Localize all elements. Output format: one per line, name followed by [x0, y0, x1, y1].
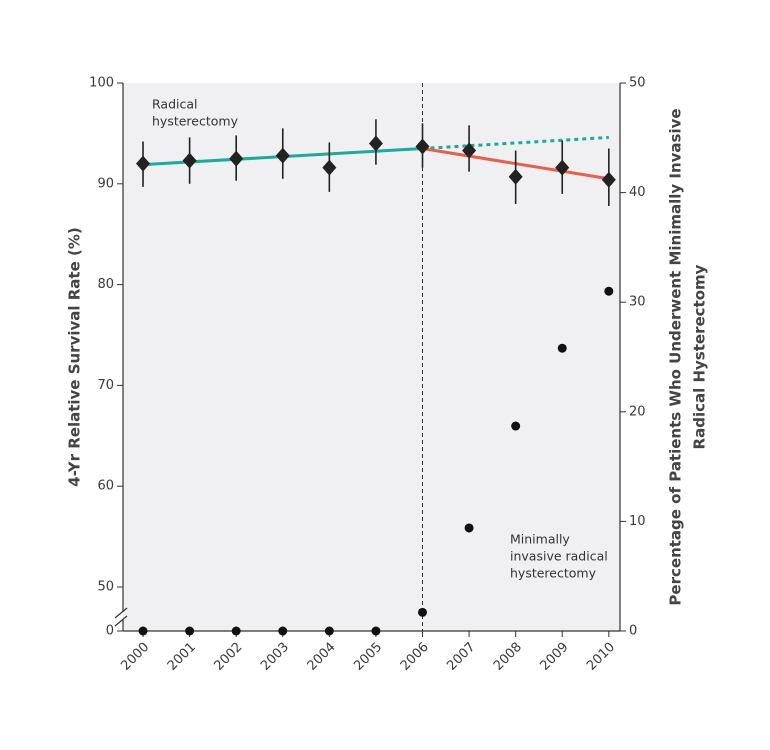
data-point	[275, 147, 290, 164]
annotation: hysterectomy	[510, 566, 597, 581]
data-point	[418, 607, 428, 617]
y2-tick-label: 40	[629, 185, 646, 200]
data-point	[371, 626, 381, 636]
data-point	[601, 171, 616, 188]
x-tick-label: 2005	[351, 640, 385, 674]
x-tick-label: 2009	[538, 640, 572, 674]
y-tick-label: 50	[97, 580, 114, 595]
y-tick-label: 70	[97, 378, 114, 393]
data-point	[231, 626, 241, 636]
plot-area	[123, 83, 620, 631]
axis-break	[114, 615, 128, 627]
data-point	[368, 135, 383, 152]
x-tick-label: 2002	[211, 640, 245, 674]
annotation: hysterectomy	[152, 114, 239, 129]
data-point	[136, 155, 151, 172]
data-point	[278, 626, 288, 636]
y2-axis-label: Percentage of Patients Who Underwent Min…	[667, 108, 685, 605]
x-tick-label: 2007	[444, 640, 478, 674]
y2-tick-label: 30	[629, 295, 646, 310]
x-tick-label: 2001	[165, 640, 199, 674]
y-tick-label: 80	[97, 277, 114, 292]
annotation: invasive radical	[510, 549, 608, 564]
x-tick-label: 2006	[398, 640, 432, 674]
data-point	[182, 152, 197, 169]
data-point	[555, 159, 570, 176]
x-tick-label: 2008	[491, 640, 525, 674]
data-point	[508, 168, 523, 185]
data-point	[138, 626, 148, 636]
data-point	[557, 343, 567, 353]
data-point	[229, 150, 244, 167]
y2-tick-label: 10	[629, 514, 646, 529]
y2-tick-label: 50	[629, 76, 646, 91]
data-point	[324, 626, 334, 636]
x-tick-label: 2010	[584, 640, 618, 674]
y-tick-label: 90	[97, 176, 114, 191]
data-point	[511, 421, 521, 431]
y2-axis-label: Radical Hysterectomy	[691, 264, 709, 449]
data-point	[604, 286, 614, 296]
y-tick-label: 100	[89, 76, 114, 91]
annotation: Minimally	[510, 532, 570, 547]
data-point	[185, 626, 195, 636]
trend-line	[422, 135, 609, 151]
y2-tick-label: 20	[629, 404, 646, 419]
y2-tick-label: 0	[629, 624, 637, 639]
x-tick-label: 2004	[305, 640, 339, 674]
annotation: Radical	[152, 97, 197, 112]
x-tick-label: 2000	[118, 640, 152, 674]
data-point	[415, 138, 430, 155]
axis-break	[114, 607, 128, 619]
x-tick-label: 2003	[258, 640, 292, 674]
y-tick-label: 60	[97, 479, 114, 494]
y-tick-label: 0	[106, 624, 114, 639]
y-axis-label: 4-Yr Relative Survival Rate (%)	[66, 227, 84, 486]
data-point	[464, 523, 474, 533]
data-point	[462, 142, 477, 159]
data-point	[322, 159, 337, 176]
